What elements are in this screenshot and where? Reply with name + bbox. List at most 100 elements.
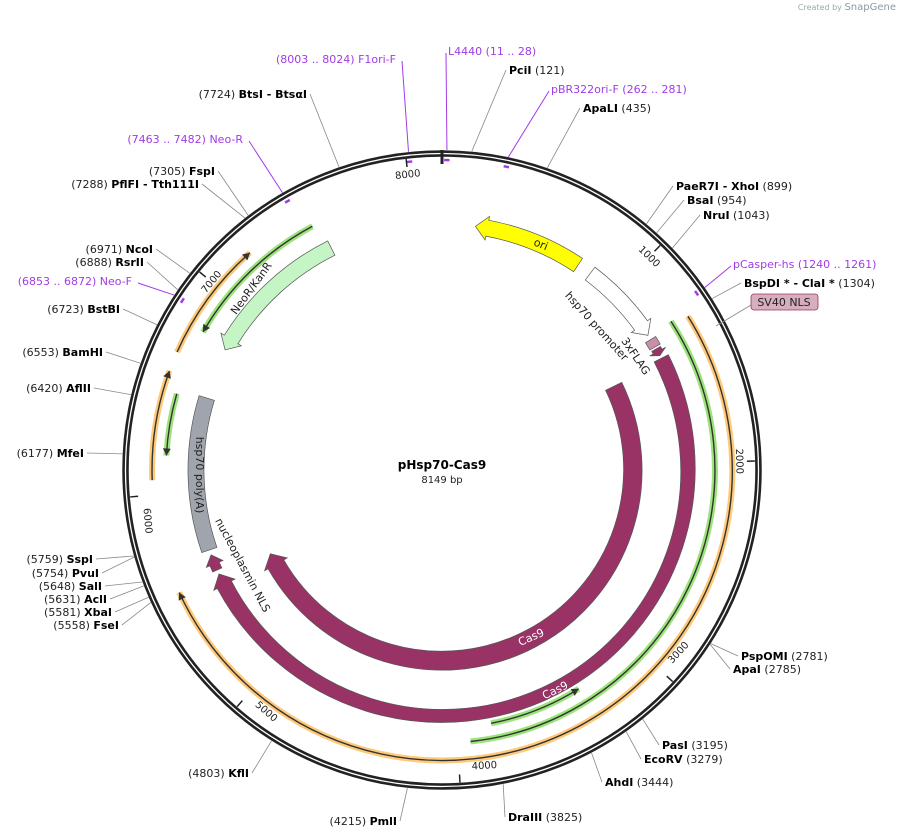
enzyme-leader-line [709, 644, 731, 670]
enzyme-site-label[interactable]: (5558) FseI [53, 619, 119, 632]
enzyme-position: (121) [531, 64, 564, 77]
watermark-brand: SnapGene [844, 2, 896, 13]
enzyme-position: (3279) [683, 753, 723, 766]
enzyme-leader-line [712, 282, 742, 299]
enzyme-site-label[interactable]: (6420) AflII [26, 382, 91, 395]
orf-line [202, 225, 313, 333]
scale-tick [405, 158, 408, 168]
primer-label[interactable]: pCasper-hs (1240 .. 1261) [733, 258, 876, 271]
enzyme-site-label[interactable]: ApaI (2785) [733, 663, 801, 676]
enzyme-leader-line [546, 107, 581, 169]
feature-sv40-nls[interactable] [649, 346, 666, 357]
enzyme-site-label[interactable]: (4215) PmlI [330, 815, 397, 828]
enzyme-site-label[interactable]: PspOMI (2781) [741, 650, 828, 663]
enzyme-site-label[interactable]: PasI (3195) [662, 739, 728, 752]
feature-cas9[interactable] [263, 381, 643, 671]
enzyme-site-label[interactable]: (5631) AclI [44, 593, 107, 606]
enzyme-name: EcoRV [644, 753, 683, 766]
enzyme-site-label[interactable]: ApaLI (435) [583, 102, 651, 115]
enzyme-site-label[interactable]: (6723) BstBI [47, 303, 120, 316]
enzyme-name: SspI [67, 553, 93, 566]
leader-line-layer [86, 52, 742, 822]
enzyme-site-label[interactable]: EcoRV (3279) [644, 753, 723, 766]
enzyme-site-label[interactable]: (6971) NcoI [86, 243, 153, 256]
enzyme-name: RsrII [115, 256, 144, 269]
enzyme-leader-line [656, 199, 685, 233]
primer-name: L4440 [448, 45, 482, 58]
feature-cas9[interactable] [213, 354, 696, 723]
enzyme-site-label[interactable]: (6888) RsrII [75, 256, 144, 269]
enzyme-site-label[interactable]: (5648) SalI [39, 580, 102, 593]
primer-leader-line [248, 140, 283, 193]
enzyme-name: NruI [703, 209, 730, 222]
enzyme-site-label[interactable]: (7288) PflFI - Tth111I [71, 178, 199, 191]
feature-ori[interactable] [475, 215, 583, 273]
enzyme-name: MfeI [57, 447, 84, 460]
enzyme-leader-line [101, 556, 135, 574]
enzyme-position: (5631) [44, 593, 84, 606]
feature-hsp70-poly-a-[interactable] [187, 395, 218, 554]
enzyme-site-label[interactable]: AhdI (3444) [605, 776, 673, 789]
enzyme-site-label[interactable]: PaeR7I - XhoI (899) [676, 180, 792, 193]
enzyme-leader-line [591, 752, 603, 783]
primer-leader-line [507, 90, 550, 158]
enzyme-site-label[interactable]: PciI (121) [509, 64, 565, 77]
primer-leader-line [445, 52, 448, 151]
feature-3xflag[interactable] [645, 336, 661, 351]
enzyme-name: PspOMI [741, 650, 788, 663]
enzyme-site-label[interactable]: (4803) KflI [188, 767, 249, 780]
enzyme-site-label[interactable]: (6553) BamHI [22, 346, 103, 359]
orf-arrowhead [178, 592, 186, 601]
enzyme-leader-line [672, 214, 701, 249]
primer-label[interactable]: (8003 .. 8024) F1ori-F [276, 53, 396, 66]
enzyme-position: (2785) [761, 663, 801, 676]
enzyme-leader-line [155, 248, 190, 274]
primer-label[interactable]: pBR322ori-F (262 .. 281) [551, 83, 687, 96]
orf-arrow[interactable] [174, 250, 252, 354]
primer-range: (11 .. 28) [482, 45, 536, 58]
enzyme-leader-line [710, 643, 739, 657]
enzyme-site-label[interactable]: BspDI * - ClaI * (1304) [744, 277, 875, 290]
enzyme-name: ApaI [733, 663, 761, 676]
feature-neor-kanr[interactable] [220, 240, 336, 351]
primer-name: Neo-F [100, 275, 132, 288]
enzyme-site-label[interactable]: (5759) SspI [26, 553, 93, 566]
enzyme-site-label[interactable]: (7724) BtsI - BtsαI [199, 88, 307, 101]
primer-label[interactable]: (6853 .. 6872) Neo-F [18, 275, 132, 288]
feature-nucleoplasmin-nls[interactable] [205, 554, 224, 573]
enzyme-site-label[interactable]: (7305) FspI [149, 165, 215, 178]
feature-hsp70-promoter[interactable] [584, 266, 652, 336]
enzyme-position: (2781) [788, 650, 828, 663]
orf-arrow[interactable] [490, 686, 581, 727]
scale-tick [130, 495, 139, 498]
primer-label[interactable]: (7463 .. 7482) Neo-R [127, 133, 243, 146]
enzyme-leader-line [146, 261, 178, 291]
orf-layer [149, 223, 736, 764]
enzyme-site-label[interactable]: (5754) PvuI [32, 567, 99, 580]
enzyme-name: BtsI - BtsαI [239, 88, 307, 101]
enzyme-site-label[interactable]: BsaI (954) [687, 194, 747, 207]
orf-line [470, 320, 716, 743]
sv40-nls-callout[interactable]: SV40 NLS [715, 293, 819, 327]
enzyme-leader-line [86, 452, 123, 455]
primer-name: F1ori-F [358, 53, 396, 66]
enzyme-position: (6420) [26, 382, 66, 395]
feature-label-ori[interactable]: ori [532, 236, 550, 254]
enzyme-site-label[interactable]: (6177) MfeI [17, 447, 84, 460]
orf-arrow[interactable] [149, 369, 173, 481]
feature-label-hsp70-polya[interactable]: hsp70 poly(A) [193, 437, 206, 514]
orf-arrow[interactable] [162, 392, 180, 456]
scale-tick-label: 4000 [471, 760, 497, 772]
enzyme-name: BspDI * - ClaI * [744, 277, 835, 290]
primer-range: (1240 .. 1261) [794, 258, 876, 271]
enzyme-name: AhdI [605, 776, 633, 789]
enzyme-site-label[interactable]: DraIII (3825) [508, 811, 582, 824]
orf-arrow[interactable] [200, 223, 314, 334]
orf-arrow[interactable] [470, 319, 718, 745]
primer-label[interactable]: L4440 (11 .. 28) [448, 45, 536, 58]
enzyme-site-label[interactable]: (5581) XbaI [44, 606, 112, 619]
enzyme-site-label[interactable]: NruI (1043) [703, 209, 770, 222]
enzyme-name: DraIII [508, 811, 542, 824]
orf-arrow[interactable] [176, 314, 736, 764]
